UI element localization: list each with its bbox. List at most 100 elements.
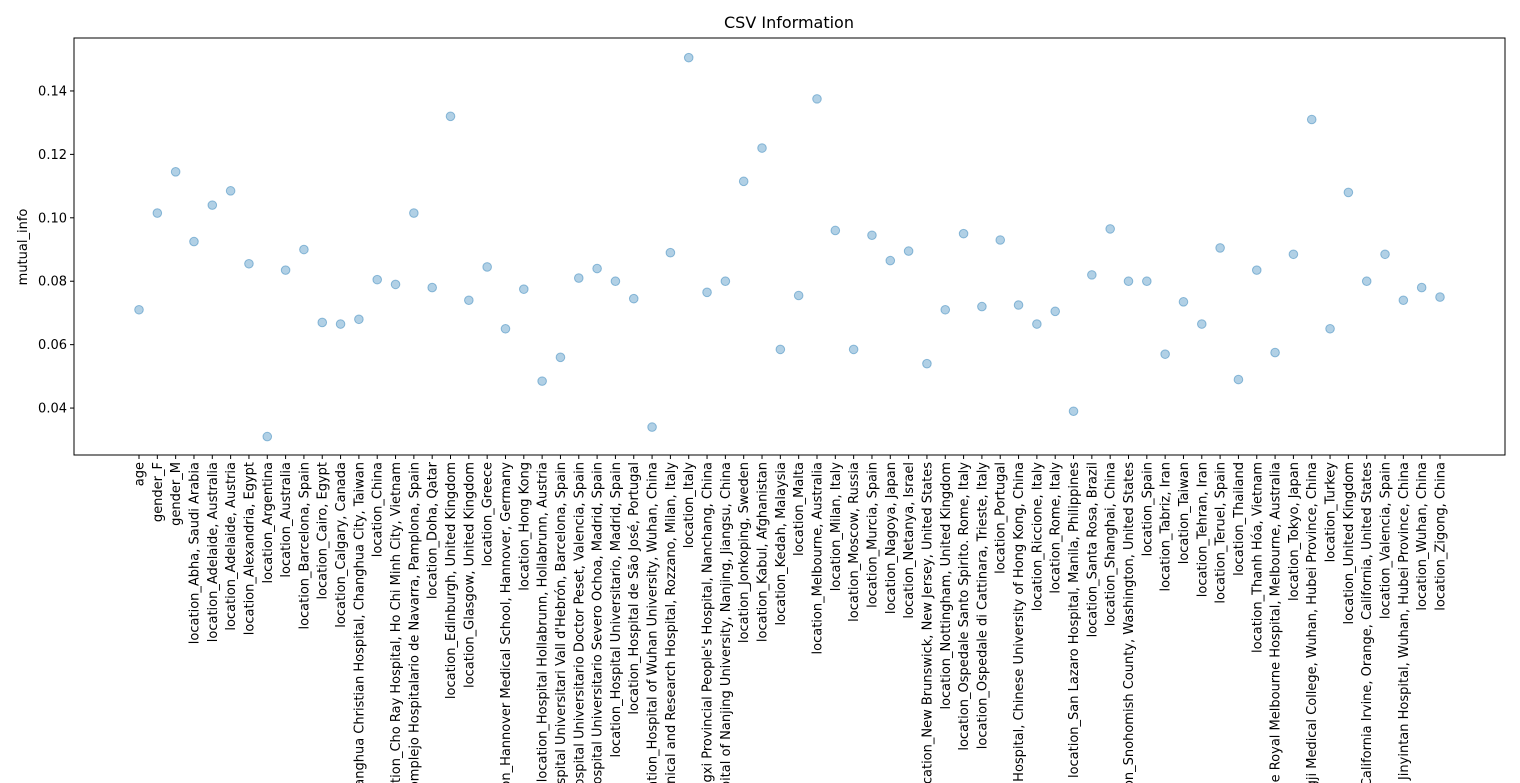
point [793,290,804,301]
x-tick-label: location_Portugal [994,462,1009,574]
point [1178,297,1189,307]
point [299,244,309,255]
point [390,279,401,290]
x-tick-label: location_Tehran, Iran [1195,462,1210,597]
point [702,287,712,298]
point [1142,276,1152,287]
x-tick-label: location_Hospital Universitario Severo O… [591,462,606,783]
x-tick-label: location_Tabriz, Iran [1159,462,1174,592]
point [519,284,529,294]
point [354,314,364,325]
x-tick-label: location_Jinling Hospital of Nanjing Uni… [719,462,734,783]
x-tick-label: location_Hospital Universitari Vall d'He… [554,462,569,783]
x-tick-label: location_Hospital Hollabrunn, Hollabrunn… [536,462,551,782]
x-tick-label: location_Cho Ray Hospital, Ho Chi Minh C… [389,462,404,783]
point [280,265,291,275]
x-tick-label: gender_M [169,462,184,526]
point [1196,319,1207,329]
chart-title: CSV Information [724,13,854,32]
x-tick-label: location_Malta [792,462,807,556]
x-tick-label: location_Nagoya, Japan [884,462,899,614]
x-tick-label: location_San Lazaro Hospital, Manila, Ph… [1067,462,1082,778]
x-tick-label: location_Murcia, Spain [865,462,880,608]
x-tick-label: location_Ospedale di Cattinara, Trieste,… [975,462,990,750]
point [977,301,987,312]
point [152,208,163,218]
x-tick-label: location_Alexandria, Egypt [242,462,257,635]
x-tick-label: location_Netanya, Israel [902,462,917,619]
x-tick-label: location_Melbourne, Australia [810,462,825,654]
point [409,208,419,218]
y-tick-label: 0.08 [38,275,67,290]
point [720,276,731,287]
y-tick-label: 0.12 [38,148,67,163]
x-tick-label: location_Tongji Medical College, Wuhan, … [1305,462,1320,783]
point [207,200,218,210]
x-tick-label: location_Santa Rosa, Brazil [1085,462,1100,637]
x-tick-label: location_Turkey [1324,462,1339,563]
point [170,167,181,177]
point [610,276,621,287]
x-tick-label: gender_F [151,462,166,522]
x-tick-label: location_Doha, Qatar [426,461,441,599]
point [1105,224,1115,234]
x-tick-label: location_Australia [279,462,294,578]
point [830,225,841,236]
point [592,263,602,274]
point [1032,319,1042,329]
point [1087,270,1097,280]
x-tick-label: location_China [371,462,386,557]
point [628,293,639,304]
point [1380,249,1390,260]
x-tick-label: location_Spain [1140,462,1155,556]
point [1013,300,1024,310]
point [335,319,346,329]
x-tick-label: location_Hospital of Wuhan University, W… [646,462,661,783]
x-tick-label: location_Ospedale Santo Spirito. Rome, I… [957,462,972,751]
x-tick-label: location_Hong Kong [517,462,532,591]
x-tick-label: location_Jonkoping, Sweden [737,462,752,643]
point [922,358,932,369]
point [647,422,657,432]
point [573,273,584,283]
x-tick-label: location_Shanghai, China [1104,462,1119,626]
point [482,262,492,272]
point [1050,306,1060,317]
x-tick-label: location_Prince of Wales Hospital, Chine… [1012,462,1027,783]
x-tick-label: location_Glasgow, United Kingdom [462,462,477,688]
point [189,236,199,247]
point [812,94,822,104]
point [317,317,328,328]
x-tick-label: location_The Royal Melbourne Hospital, M… [1269,462,1284,783]
point [1398,295,1409,306]
point [1325,323,1335,334]
point [244,258,254,269]
point [1123,276,1134,287]
x-tick-label: location_Teruel, Spain [1214,462,1229,604]
x-tick-label: location_New Brunswick, New Jersey, Unit… [920,462,935,783]
point [885,255,896,266]
x-tick-label: location_Valencia, Spain [1379,462,1394,619]
x-tick-label: location_Italy [682,462,697,549]
point [1068,406,1079,417]
x-tick-label: location_Edinburgh, United Kingdom [444,462,459,699]
point [738,176,749,187]
x-tick-label: location_Kabul, Afghanistan [756,462,771,642]
point [1306,114,1317,125]
point [427,282,437,293]
point [372,274,383,285]
x-tick-label: location_Hospital Universitario, Madrid,… [609,462,624,758]
x-tick-label: location_Tokyo, Japan [1287,462,1302,601]
x-tick-label: location_United Kingdom [1342,462,1357,624]
point [225,186,236,196]
point [555,352,566,363]
x-tick-label: location_Hospital de São José, Portugal [627,462,642,715]
y-tick-label: 0.04 [38,402,67,417]
x-tick-label: location_Riccione, Italy [1030,462,1045,612]
point [500,323,511,334]
x-tick-label: location_Taiwan [1177,462,1192,564]
x-tick-label: location_University of California Irvine… [1360,462,1375,783]
point [1251,265,1262,275]
point [903,246,914,256]
y-tick-label: 0.14 [38,84,67,99]
